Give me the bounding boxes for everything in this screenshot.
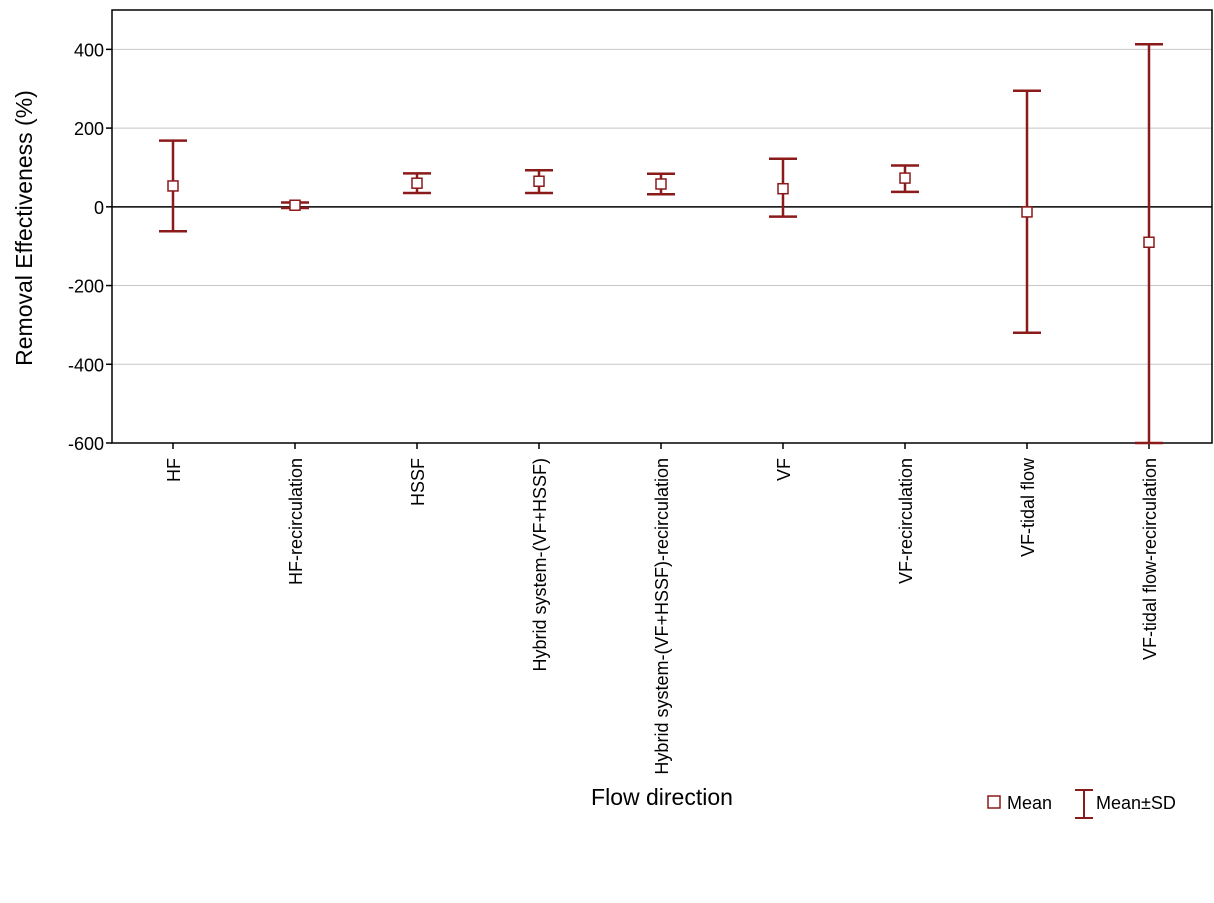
legend: Mean Mean±SD (987, 789, 1176, 819)
y-tick-label: -600 (68, 434, 104, 454)
x-tick-label: HSSF (408, 458, 428, 506)
x-tick-label: Hybrid system-(VF+HSSF)-recirculation (652, 458, 672, 775)
grid-lines (112, 48, 1212, 365)
x-tick-label: VF-tidal flow-recirculation (1140, 458, 1160, 660)
y-tick-label: -400 (68, 355, 104, 375)
mean-marker (167, 180, 179, 192)
mean-marker (1143, 236, 1155, 248)
mean-marker (533, 175, 545, 187)
mean-marker (289, 199, 301, 211)
x-tick-label: VF-recirculation (896, 458, 916, 584)
mean-marker (899, 172, 911, 184)
legend-label-sd: Mean±SD (1096, 793, 1176, 813)
y-axis-ticks: -600 -400 -200 0 200 400 (68, 40, 112, 454)
x-axis-title: Flow direction (591, 784, 733, 810)
x-tick-label: Hybrid system-(VF+HSSF) (530, 458, 550, 672)
x-tick-label: HF (164, 458, 184, 482)
mean-marker (1021, 206, 1033, 218)
legend-mean-marker (987, 795, 1001, 809)
y-tick-label: 200 (74, 119, 104, 139)
y-tick-label: 400 (74, 40, 104, 60)
x-tick-label: VF-tidal flow (1018, 457, 1038, 557)
mean-marker (655, 178, 667, 190)
y-tick-label: 0 (94, 198, 104, 218)
legend-label-mean: Mean (1007, 793, 1052, 813)
plot-frame (111, 9, 1213, 444)
x-tick-label: VF (774, 458, 794, 481)
y-tick-label: -200 (68, 277, 104, 297)
x-axis-ticks: HF HF-recirculation HSSF Hybrid system-(VF+… (164, 443, 1160, 775)
mean-marker (777, 182, 789, 195)
series-layer (159, 42, 1163, 445)
y-axis-title: Removal Effectiveness (%) (11, 90, 37, 366)
mean-marker (411, 177, 423, 189)
x-tick-label: HF-recirculation (286, 458, 306, 585)
